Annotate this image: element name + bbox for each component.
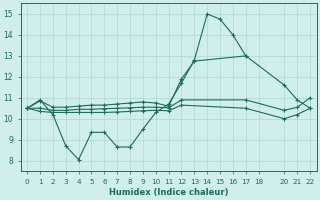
X-axis label: Humidex (Indice chaleur): Humidex (Indice chaleur) (109, 188, 228, 197)
